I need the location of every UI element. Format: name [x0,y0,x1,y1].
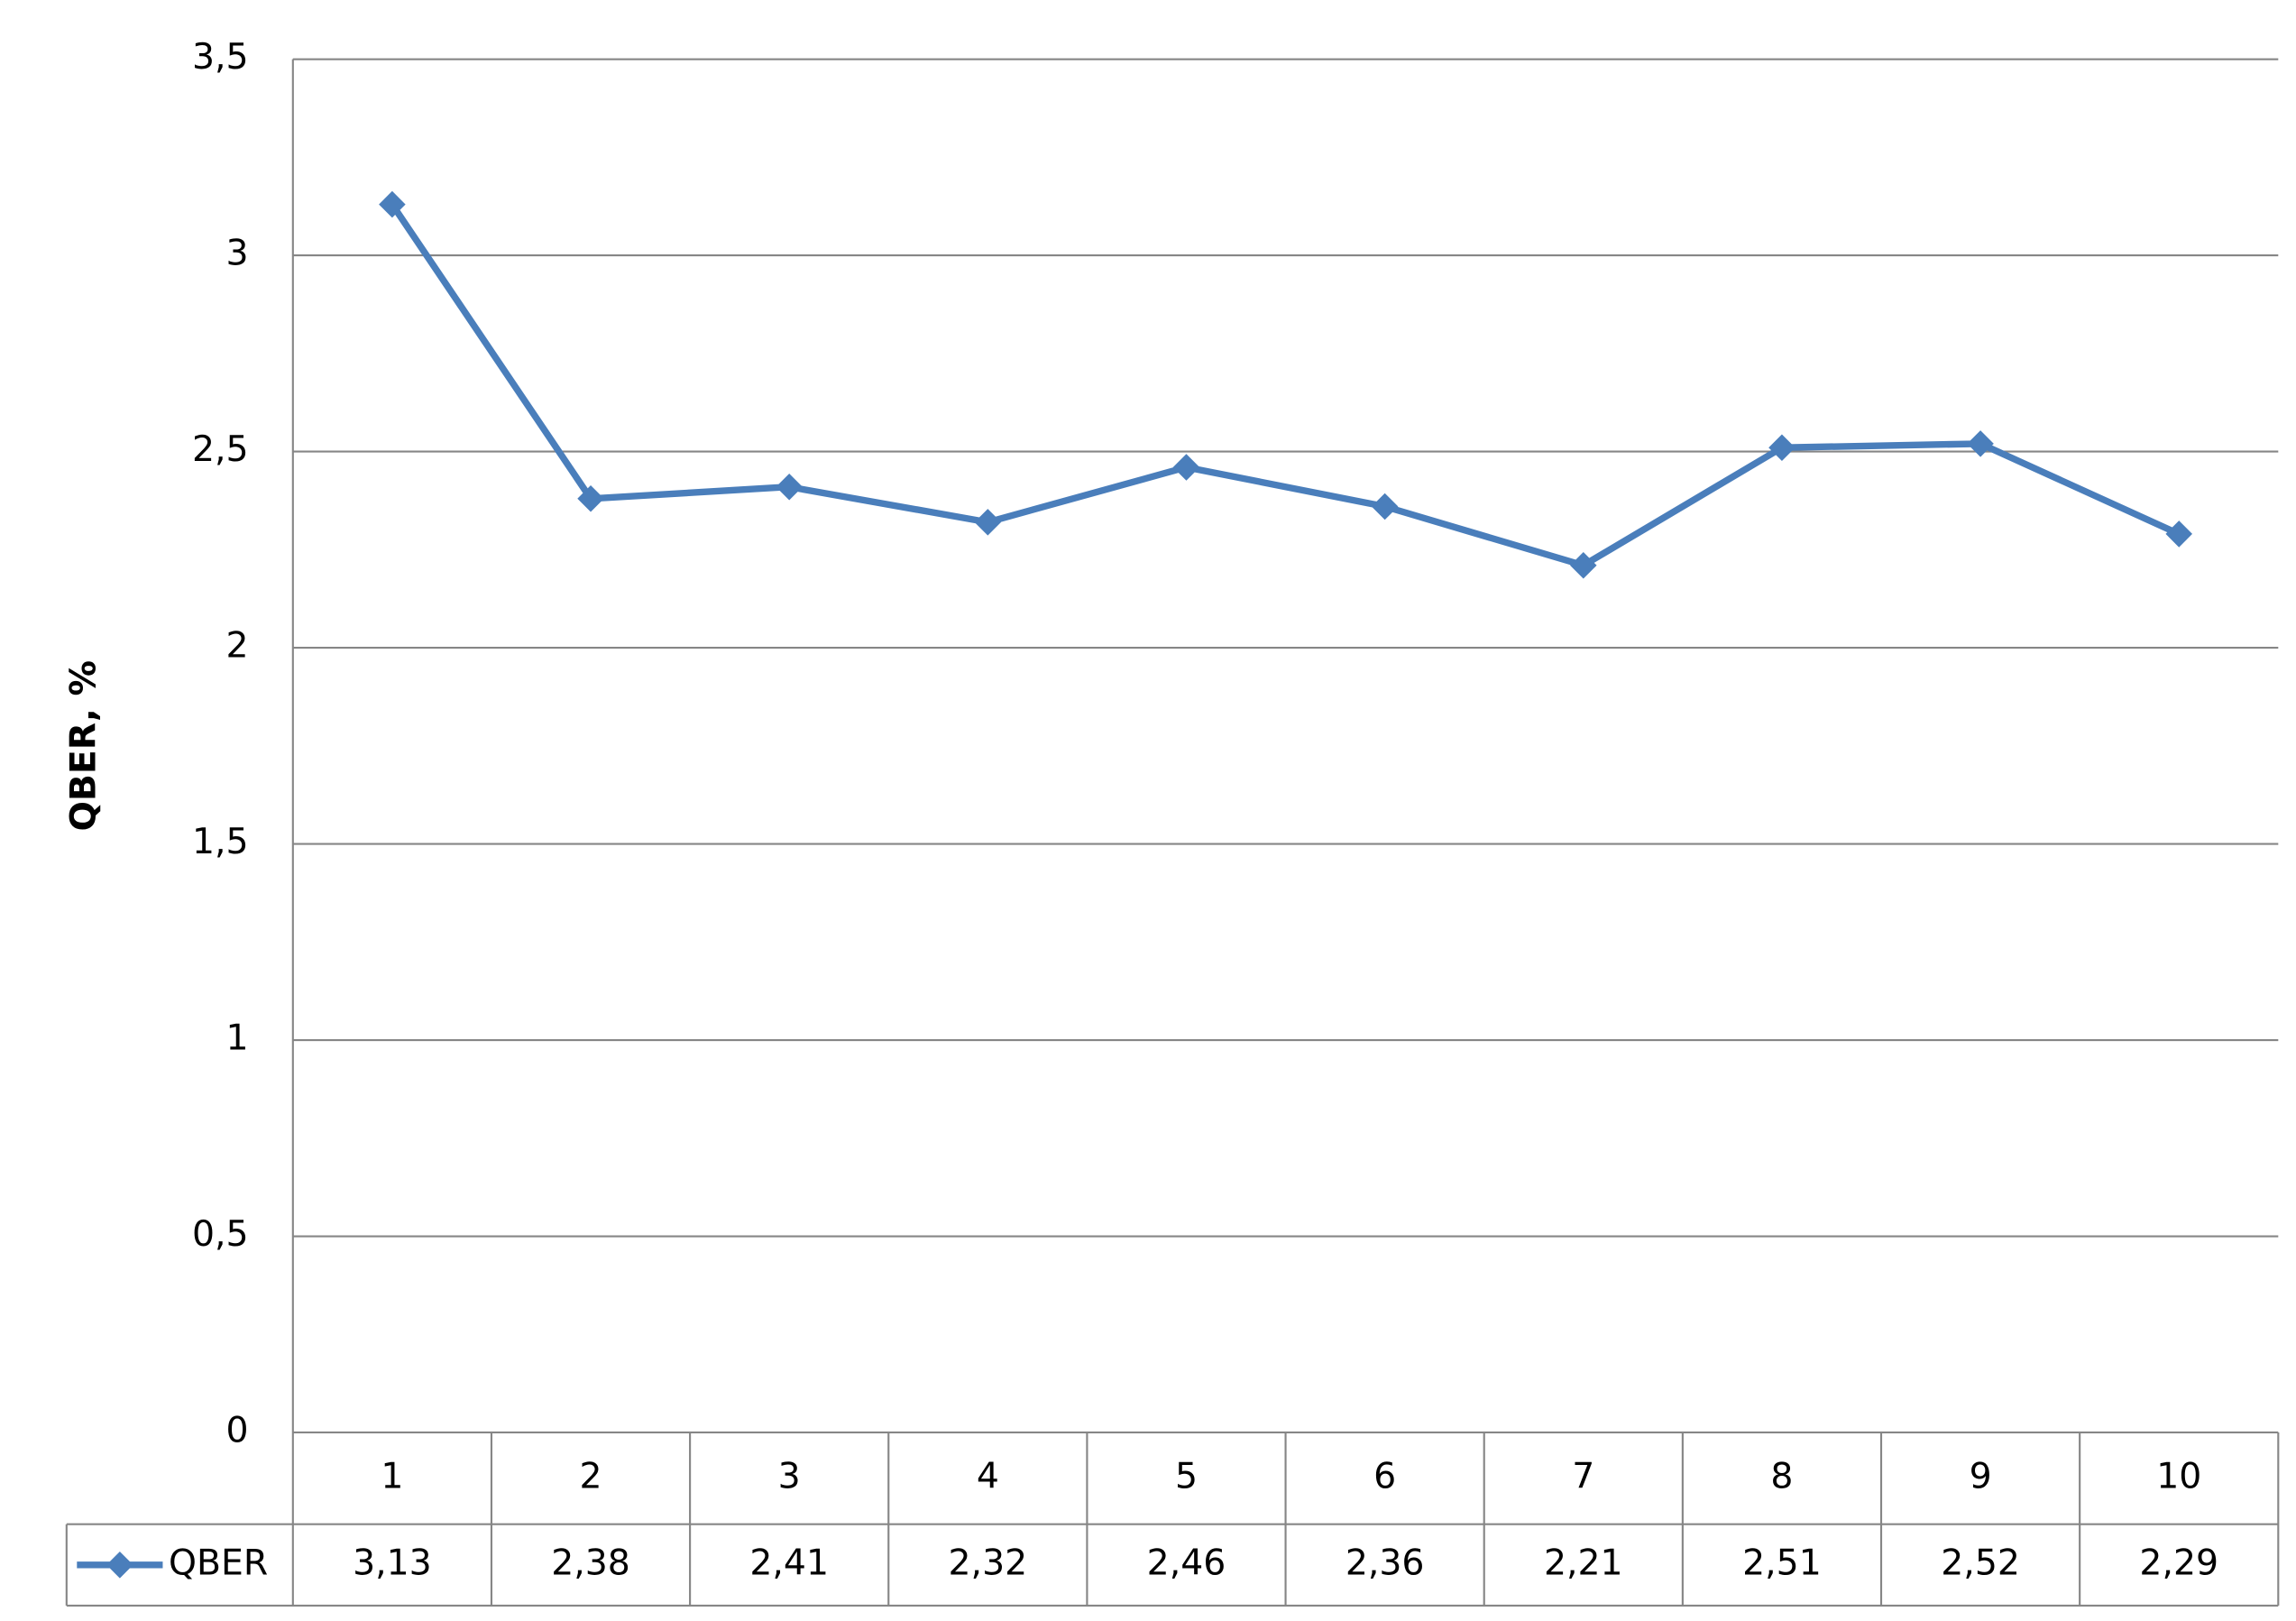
point-marker [379,190,406,218]
x-tick-label: 10 [2156,1455,2201,1497]
table-value: 2,46 [1147,1542,1226,1583]
point-marker [1967,430,1994,457]
point-marker [1371,493,1399,520]
y-tick-label: 2 [226,625,249,667]
x-tick-label: 3 [778,1455,801,1497]
point-marker [1768,434,1795,462]
table-value: 2,52 [1941,1542,2020,1583]
legend-marker [106,1552,133,1579]
series-line [389,202,2181,569]
point-marker [1570,551,1597,579]
x-tick-label: 1 [381,1455,403,1497]
y-tick-label: 0 [226,1409,249,1451]
y-axis-title: QBER, % [63,660,105,831]
x-tick-label: 9 [1970,1455,1992,1497]
table-value: 2,21 [1544,1542,1623,1583]
x-tick-label: 4 [977,1455,999,1497]
table-value: 2,36 [1345,1542,1425,1583]
point-marker [974,509,1002,536]
table-value: 3,13 [353,1542,432,1583]
x-tick-label: 6 [1373,1455,1396,1497]
table-value: 2,38 [551,1542,630,1583]
y-tick-label: 1,5 [192,821,249,862]
x-tick-label: 2 [580,1455,602,1497]
y-tick-label: 1 [226,1018,249,1059]
y-tick-label: 3 [226,233,249,274]
point-marker [2165,520,2193,548]
y-tick-label: 0,5 [192,1213,249,1255]
x-tick-label: 5 [1175,1455,1198,1497]
point-marker [1172,454,1200,481]
legend-label: QBER [169,1542,268,1583]
y-tick-label: 3,5 [192,36,249,78]
table-value: 2,41 [749,1542,829,1583]
x-tick-label: 8 [1770,1455,1793,1497]
table-value: 2,29 [2139,1542,2218,1583]
table-value: 2,32 [949,1542,1028,1583]
point-marker [776,473,803,501]
y-tick-label: 2,5 [192,428,249,470]
x-tick-label: 7 [1572,1455,1594,1497]
table-value: 2,51 [1742,1542,1822,1583]
